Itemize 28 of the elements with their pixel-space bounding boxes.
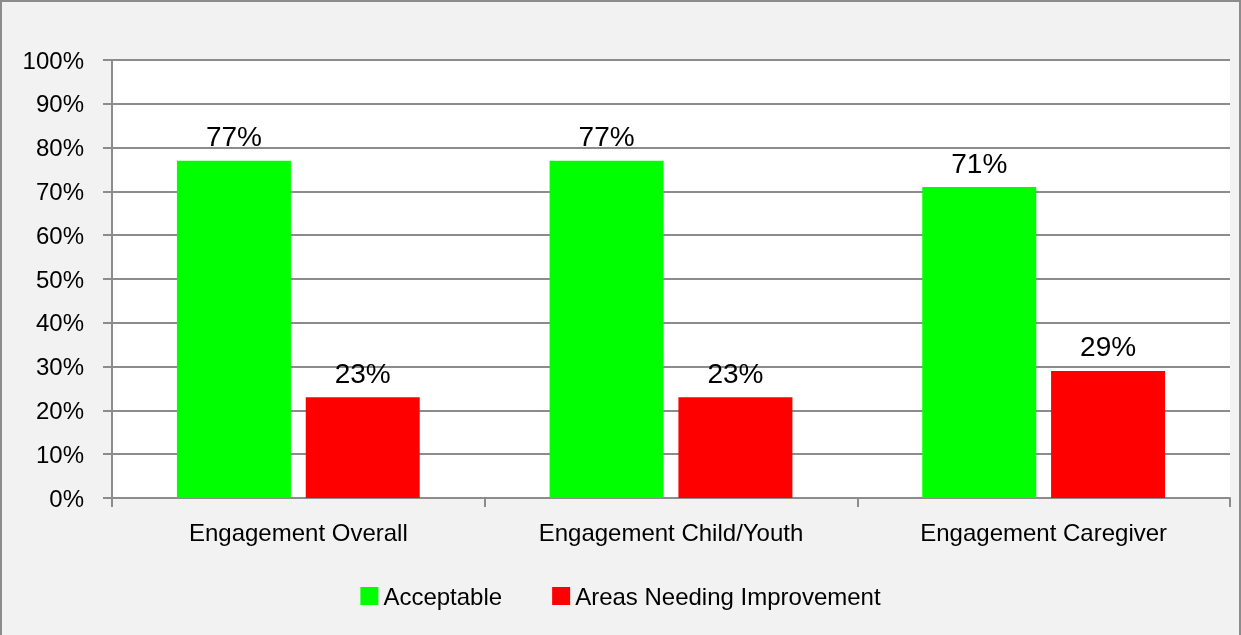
- data-label: 71%: [951, 147, 1008, 179]
- y-tick-label: 70%: [35, 177, 84, 205]
- bar: [1051, 370, 1166, 498]
- data-label: 23%: [707, 357, 764, 389]
- y-tick-label: 10%: [35, 440, 84, 468]
- x-tick-label: Engagement Caregiver: [920, 518, 1168, 546]
- y-tick-label: 90%: [35, 90, 84, 118]
- bar: [922, 187, 1037, 498]
- data-label: 23%: [334, 357, 391, 389]
- y-tick-label: 100%: [22, 46, 84, 74]
- y-tick-label: 0%: [49, 484, 84, 512]
- bar: [305, 397, 420, 498]
- y-tick-label: 30%: [35, 353, 84, 381]
- y-tick-label: 50%: [35, 265, 84, 293]
- bar: [678, 397, 793, 498]
- y-tick-label: 20%: [35, 396, 84, 424]
- bar: [549, 160, 664, 498]
- data-label: 77%: [578, 121, 635, 153]
- legend-label: Acceptable: [383, 582, 503, 610]
- y-tick-label: 40%: [35, 309, 84, 337]
- legend-label: Areas Needing Improvement: [575, 582, 881, 610]
- x-tick-label: Engagement Child/Youth: [538, 518, 804, 546]
- x-tick-label: Engagement Overall: [188, 518, 408, 546]
- y-tick-label: 80%: [35, 134, 84, 162]
- data-label: 29%: [1080, 331, 1137, 363]
- bar: [176, 160, 291, 498]
- data-label: 77%: [205, 121, 262, 153]
- y-tick-label: 60%: [35, 221, 84, 249]
